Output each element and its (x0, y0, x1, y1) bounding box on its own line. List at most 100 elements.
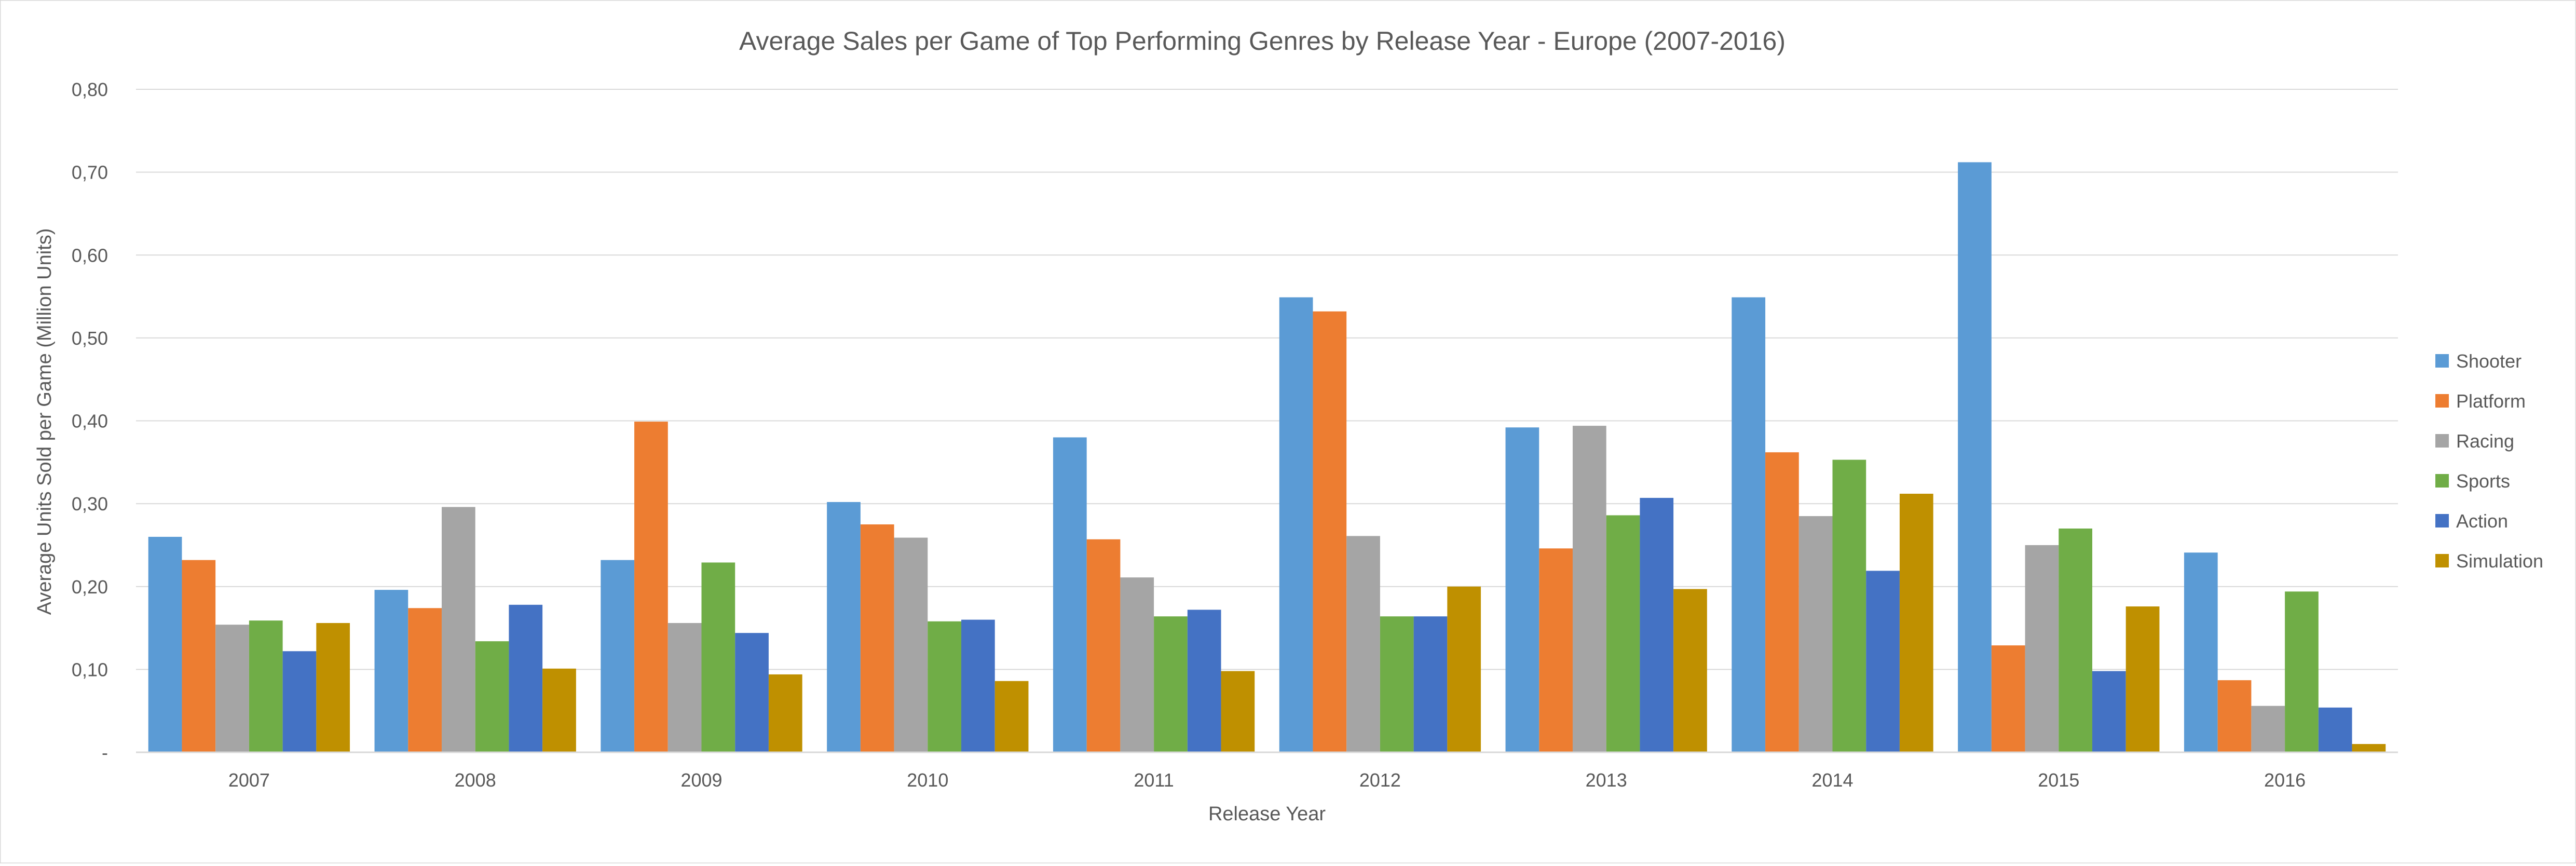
bar-racing-2014 (1798, 516, 1833, 752)
bar-platform-2015 (1991, 645, 2025, 752)
bar-racing-2009 (667, 623, 702, 752)
bar-shooter-2010 (827, 502, 861, 752)
bar-sports-2012 (1380, 616, 1414, 752)
bar-racing-2016 (2251, 706, 2285, 752)
bar-platform-2014 (1765, 452, 1799, 752)
bar-shooter-2013 (1505, 427, 1539, 752)
y-tick-label: 0,50 (72, 328, 108, 349)
x-axis-tick-labels: 2007 2008 2009 2010 2011 2012 2013 2014 2015 2016 (228, 769, 2306, 791)
y-tick-label: 0,40 (72, 411, 108, 432)
bar-sports-2016 (2285, 591, 2319, 752)
bar-action-2008 (509, 604, 543, 752)
bar-shooter-2015 (1958, 162, 1992, 753)
bar-sports-2014 (1832, 459, 1866, 752)
bar-simulation-2008 (542, 668, 576, 752)
bar-action-2009 (735, 633, 769, 752)
bar-action-2013 (1640, 497, 1674, 752)
bar-shooter-2009 (601, 560, 635, 752)
bar-simulation-2007 (316, 623, 350, 752)
bar-racing-2008 (441, 507, 475, 752)
bar-platform-2012 (1313, 311, 1347, 752)
bar-simulation-2010 (994, 681, 1029, 752)
bar-simulation-2013 (1673, 589, 1707, 752)
bar-shooter-2016 (2184, 552, 2218, 752)
bar-sports-2007 (249, 620, 283, 752)
bar-platform-2009 (634, 422, 668, 752)
chart-title: Average Sales per Game of Top Performing… (739, 26, 1786, 56)
bar-shooter-2007 (148, 536, 182, 752)
bar-simulation-2011 (1221, 671, 1255, 752)
bar-simulation-2009 (768, 674, 802, 752)
legend-label: Simulation (2456, 550, 2543, 572)
bar-shooter-2008 (374, 590, 408, 752)
y-tick-label: 0,60 (72, 245, 108, 266)
bar-simulation-2016 (2352, 744, 2386, 752)
bar-racing-2010 (894, 537, 928, 752)
y-tick-label: 0,80 (72, 79, 108, 100)
bar-sports-2015 (2059, 529, 2093, 752)
bar-platform-2008 (408, 608, 442, 752)
bar-action-2012 (1413, 616, 1448, 752)
x-tick-label: 2008 (455, 769, 496, 791)
bar-action-2010 (961, 619, 995, 752)
x-tick-label: 2011 (1134, 769, 1174, 791)
bar-action-2015 (2092, 671, 2126, 752)
legend-swatch-sports (2435, 474, 2449, 488)
bar-racing-2012 (1346, 536, 1380, 752)
legend-label: Shooter (2456, 350, 2522, 372)
bar-platform-2010 (860, 524, 894, 752)
legend-swatch-shooter (2435, 354, 2449, 368)
bar-sports-2008 (475, 641, 509, 752)
bar-platform-2007 (182, 560, 216, 752)
x-tick-label: 2010 (907, 769, 948, 791)
y-axis-tick-labels: - 0,10 0,20 0,30 0,40 0,50 0,60 0,70 0,80 (72, 79, 108, 763)
legend-label: Sports (2456, 470, 2510, 492)
bar-action-2016 (2318, 707, 2352, 752)
y-axis-title: Average Units Sold per Game (Million Uni… (34, 228, 56, 615)
legend-label: Action (2456, 510, 2508, 532)
bar-shooter-2014 (1732, 297, 1766, 752)
bar-simulation-2014 (1899, 493, 1933, 752)
bar-racing-2011 (1120, 577, 1154, 752)
bar-sports-2010 (928, 621, 962, 752)
legend-swatch-simulation (2435, 554, 2449, 567)
x-tick-label: 2016 (2264, 769, 2306, 791)
bar-action-2014 (1866, 571, 1900, 752)
legend-swatch-action (2435, 514, 2449, 527)
bar-platform-2011 (1086, 539, 1121, 752)
legend: Shooter Platform Racing Sports Action Simulat… (2435, 350, 2543, 572)
bar-shooter-2011 (1053, 437, 1087, 752)
x-tick-label: 2013 (1586, 769, 1627, 791)
bar-sports-2009 (701, 562, 735, 752)
bar-platform-2013 (1539, 548, 1573, 752)
bar-simulation-2012 (1447, 586, 1481, 752)
legend-label: Platform (2456, 390, 2526, 412)
y-tick-label: 0,30 (72, 493, 108, 515)
x-axis-title: Release Year (1208, 803, 1326, 825)
bar-platform-2016 (2217, 680, 2252, 752)
x-tick-label: 2009 (680, 769, 722, 791)
legend-swatch-platform (2435, 394, 2449, 408)
y-tick-label: 0,10 (72, 659, 108, 680)
y-tick-label: 0,20 (72, 576, 108, 598)
y-tick-label: - (102, 742, 108, 763)
legend-label: Racing (2456, 430, 2514, 452)
bar-sports-2013 (1606, 515, 1640, 752)
legend-swatch-racing (2435, 434, 2449, 448)
x-tick-label: 2007 (228, 769, 270, 791)
x-tick-label: 2012 (1359, 769, 1401, 791)
y-tick-label: 0,70 (72, 162, 108, 183)
bar-racing-2013 (1572, 426, 1606, 752)
bar-simulation-2015 (2125, 606, 2160, 752)
bar-shooter-2012 (1279, 297, 1313, 752)
bar-sports-2011 (1154, 616, 1188, 752)
bar-racing-2015 (2025, 545, 2059, 752)
bar-action-2011 (1187, 610, 1221, 752)
bars (148, 162, 2386, 753)
bar-action-2007 (282, 651, 317, 752)
x-tick-label: 2014 (1811, 769, 1853, 791)
x-tick-label: 2015 (2038, 769, 2079, 791)
bar-racing-2007 (215, 625, 249, 752)
